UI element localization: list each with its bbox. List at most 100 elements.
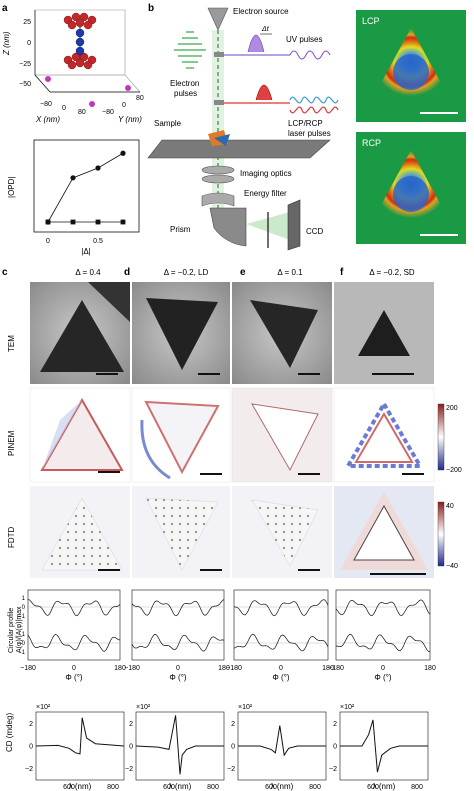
circular-profile-row: −180 0 180 Φ (°) 1 0 −1 1 0 −1 −180 0 180 Φ (°) −180 0 1… [18,589,436,682]
profile-xtick: 0 [72,665,76,672]
pinem-image-e [231,387,333,483]
cd-ytick: −2 [227,766,235,773]
opd-point [95,219,101,225]
pinem-row [29,387,435,483]
profile-frame-3 [335,589,431,661]
laser-pulses-label-line1: LCP/RCP [288,119,323,128]
panel-label-d: d [124,267,130,278]
profile-xtick: −180 [328,665,344,672]
cd-multiplier: ×10² [36,704,51,711]
profile-xtick: −180 [20,665,36,672]
cd-xtick: 800 [207,784,219,791]
tem-row [30,282,434,384]
laser-pulse-peak [255,84,273,101]
profile-trace [131,633,225,652]
x-axis-label: X (nm) [35,115,60,124]
delta-t-label: Δt [261,26,270,33]
panel-label-c: c [2,267,8,278]
z-tick-m25: −25 [19,61,31,68]
opd-frame [33,139,140,233]
y-tick-0: 0 [122,102,126,109]
opd-point [70,175,76,181]
profile-xlabel: Φ (°) [169,673,186,682]
panel-label-f: f [340,267,344,278]
pinem-image-c [29,387,131,483]
cd-ytick: −2 [125,766,133,773]
cd-xtick: 600 [367,784,379,791]
column-title-f: Δ = −0.2, SD [369,268,415,277]
electron-pulses-label-line1: Electron [170,79,199,88]
fdtd-colorbar-min: −40 [446,563,458,570]
profile-ytick-top: 0 [22,605,26,611]
cd-xlabel: λ (nm) [69,782,92,791]
electron-pulse-icon [174,31,206,69]
cd-series-line-e [238,725,326,757]
cd-xlabel: λ (nm) [373,782,396,791]
profile-frame-0 [27,589,121,661]
profile-ytick-bottom: 0 [22,641,26,647]
laser-pulses-label-line2: laser pulses [288,129,331,138]
fdtd-colorbar: 40 −40 [437,501,458,570]
tem-image-f [334,282,434,384]
ccd-icon [287,199,301,251]
tem-image-d [132,282,230,384]
profile-ytick-top: −1 [18,614,26,620]
profile-xlabel: Φ (°) [374,673,391,682]
panel-label-e: e [240,267,246,278]
imaging-lens-1 [201,165,235,175]
tem-image-e [232,282,332,384]
rcp-helix-icon [289,106,339,114]
profile-xlabel: Φ (°) [272,673,289,682]
column-headers: c Δ = 0.4 d Δ = −0.2, LD e Δ = 0.1 f Δ =… [2,267,415,278]
opd-point [45,219,51,225]
profile-xtick: −180 [124,665,140,672]
rcp-label: RCP [362,138,381,148]
blue-atoms [75,28,85,56]
lcp-label: LCP [362,16,380,26]
z-axis-label: Z (nm) [2,31,11,56]
cd-ytick: 0 [129,744,133,751]
profile-ytick-bottom: 1 [22,632,26,638]
cd-series-line-f [340,719,428,773]
electron-beam [212,30,224,210]
cd-multiplier: ×10² [340,704,355,711]
opd-point [120,150,126,156]
opd-xtick-0: 0 [46,238,50,245]
profile-trace [233,599,329,617]
prism-label: Prism [170,225,191,234]
panel-label-a: a [2,3,8,14]
profile-xtick: 180 [114,665,126,672]
opd-xlabel: |Δ| [81,247,91,256]
sample-label: Sample [154,119,182,128]
prism-top-lens [201,192,235,207]
cd-ytick: 2 [29,721,33,728]
opd-series-markers [45,150,126,225]
cd-xtick: 800 [411,784,423,791]
prism-icon [209,207,247,247]
y-tick-m80: −80 [102,109,114,116]
y-tick-80: 80 [136,95,144,102]
energy-filter-label: Energy filter [244,189,287,198]
opd-chart: |OPD| 0 0.5 |Δ| [7,139,140,256]
cd-xtick: 600 [265,784,277,791]
cd-xlabel: λ (nm) [169,782,192,791]
cd-xtick: 600 [163,784,175,791]
uv-pulses-label: UV pulses [286,35,322,44]
pinem-image-d [131,387,231,483]
cd-ylabel: CD (mdeg) [5,713,14,752]
cd-ytick: 0 [333,744,337,751]
lcp-helix-icon [289,96,339,104]
fdtd-image-e [232,486,332,578]
electron-pulses-label-line2: pulses [174,89,197,98]
panel-a-3d-plot: 25 0 −25 −50 Z (nm) −80 0 80 −80 0 80 X … [2,9,144,124]
fdtd-row [30,486,434,578]
profile-xtick: 0 [279,665,283,672]
profile-trace [335,599,431,616]
column-title-c: Δ = 0.4 [75,268,101,277]
rcp-map: RCP [356,132,466,244]
row-label-pinem: PINEM [7,430,16,456]
cd-ytick: 2 [231,721,235,728]
cd-multiplier: ×10² [136,704,151,711]
fdtd-colorbar-max: 40 [446,503,454,510]
profile-trace [131,599,225,617]
